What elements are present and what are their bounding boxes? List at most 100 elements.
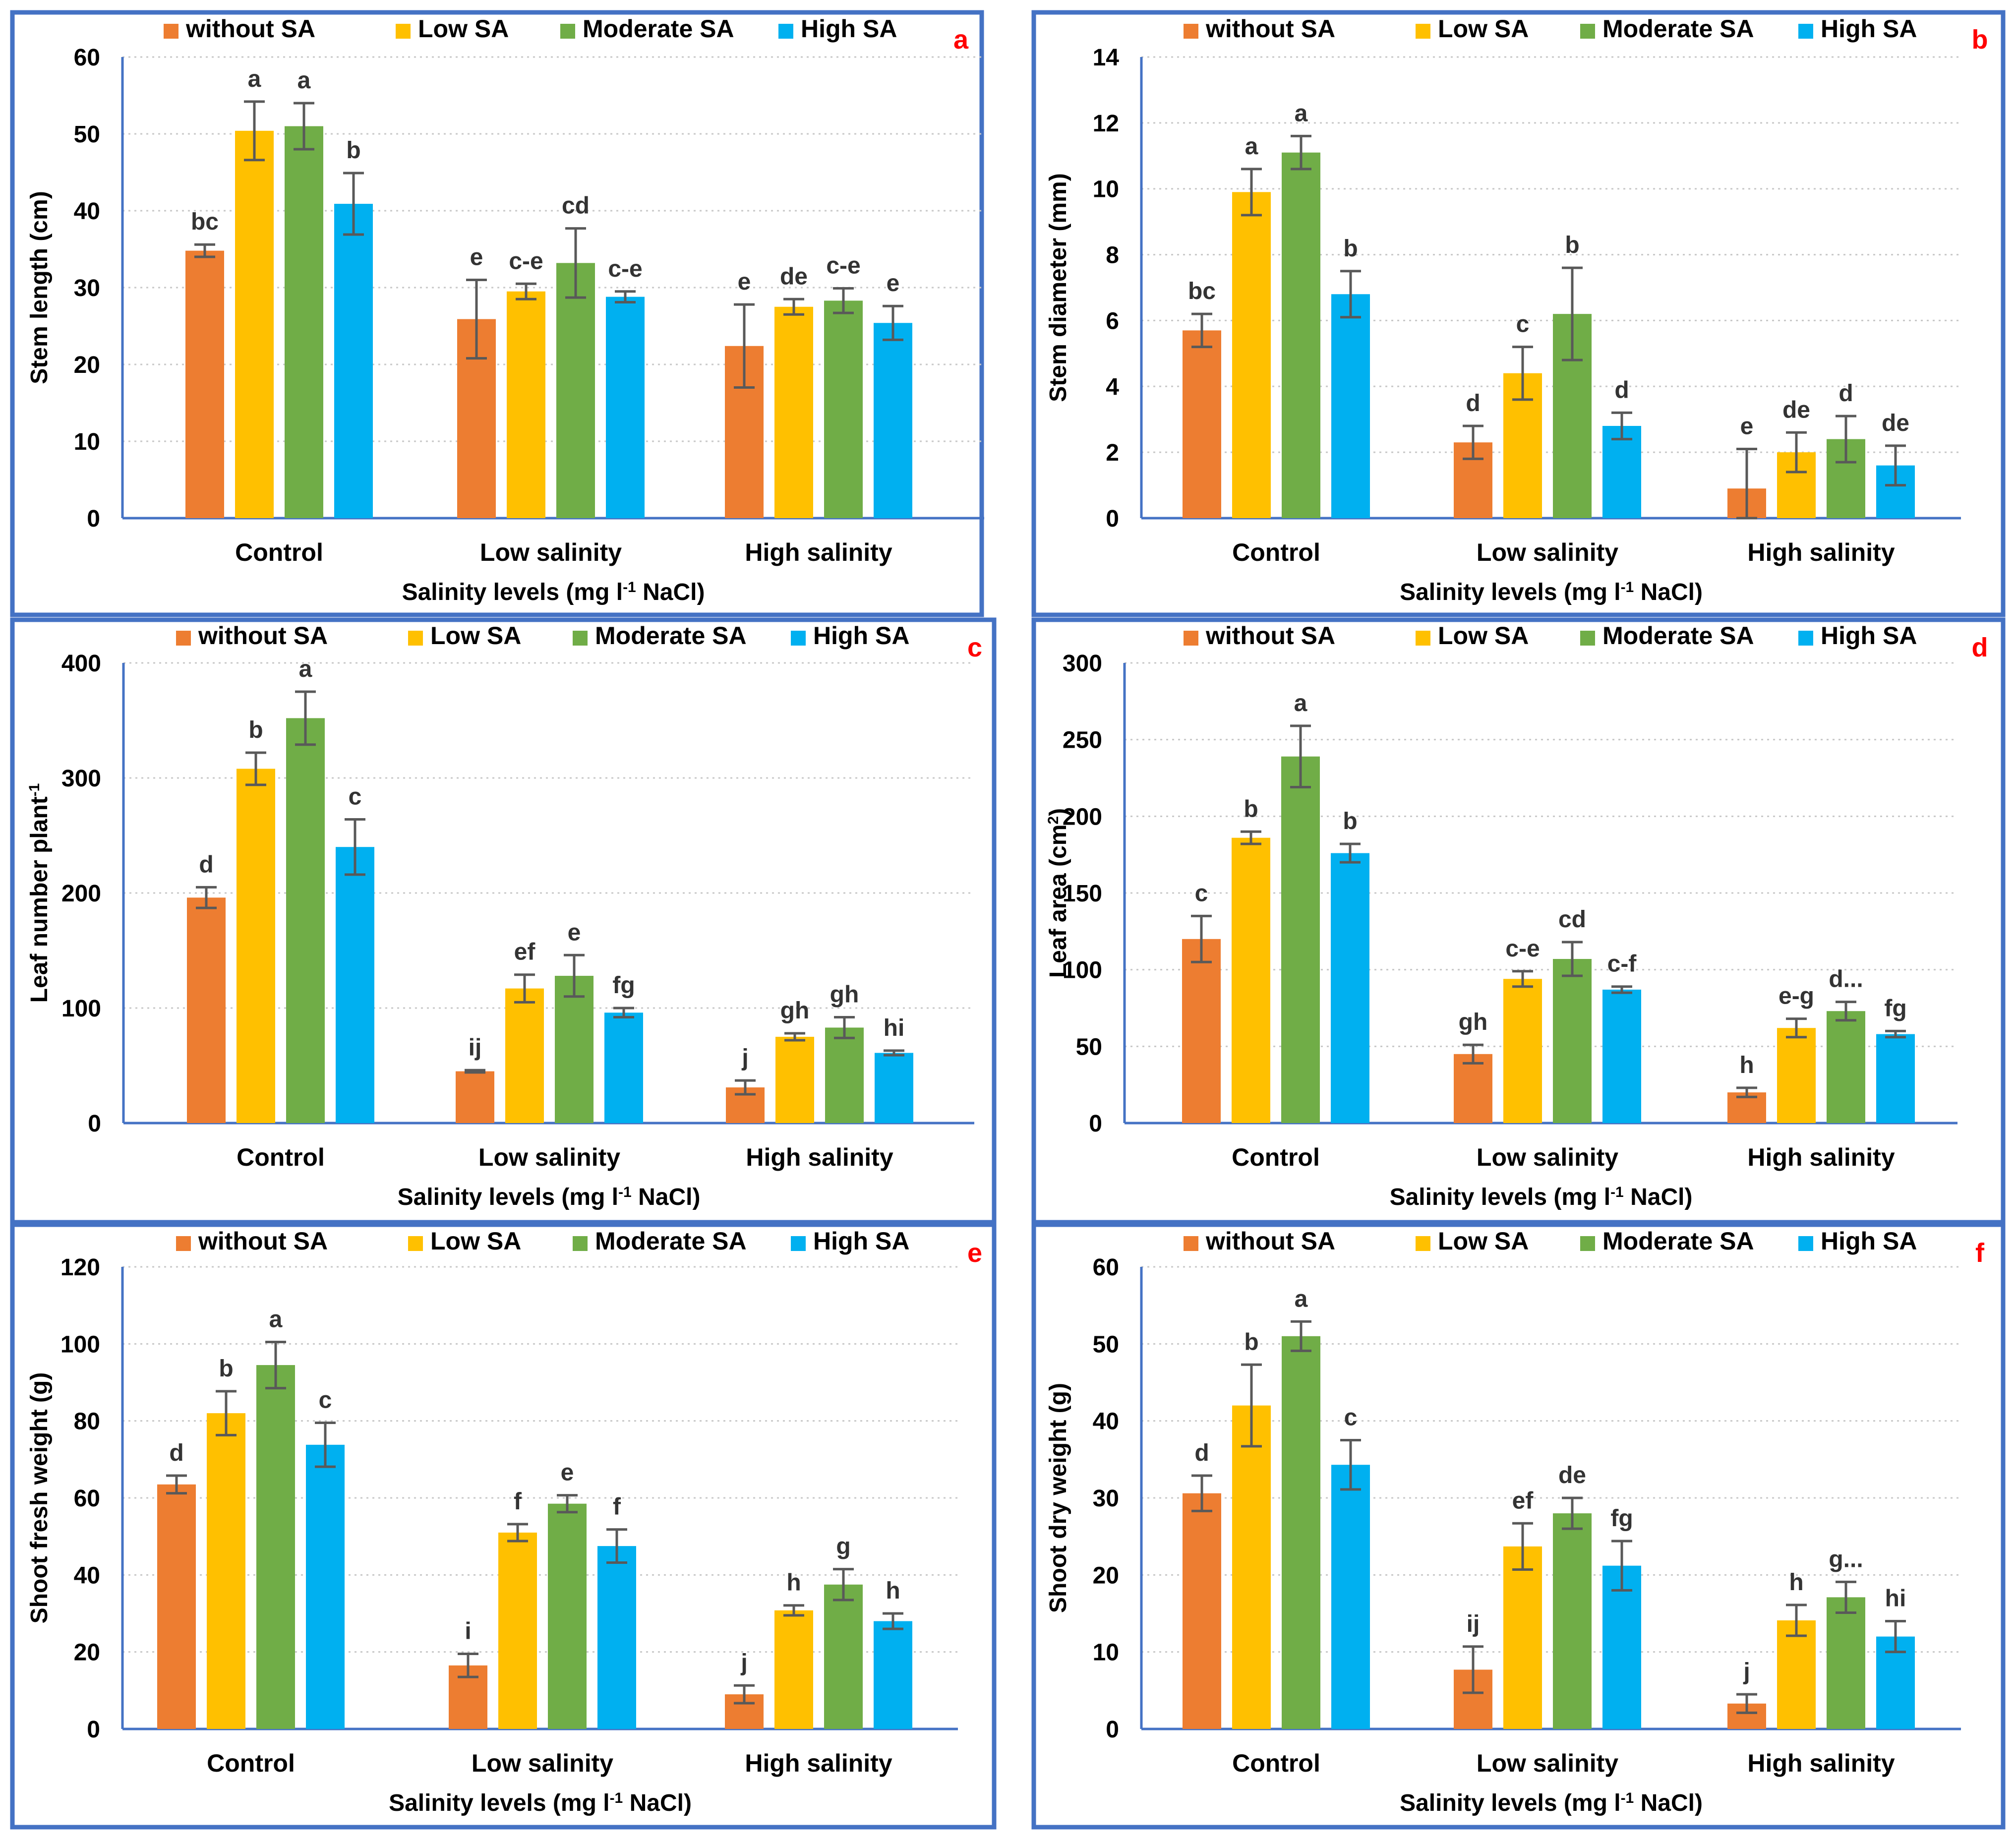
text-part: NaCl) <box>1634 579 1703 605</box>
bar-d-2-1 <box>1553 959 1592 1123</box>
y-axis-title: Stem diameter (mm) <box>1045 173 1071 402</box>
text-part: Leaf number plant <box>26 796 53 1003</box>
bar-a-1-2 <box>774 306 813 518</box>
legend-swatch <box>1580 631 1595 646</box>
panel-letter: a <box>953 25 969 55</box>
text-part: -1 <box>623 579 636 595</box>
text-part: -1 <box>610 1790 623 1806</box>
legend-label: Moderate SA <box>1602 1227 1754 1255</box>
legend-label: High SA <box>813 1227 909 1255</box>
bar-c-0-0 <box>187 897 226 1123</box>
significance-letter: f <box>514 1488 522 1515</box>
text-part: NaCl) <box>632 1184 701 1210</box>
y-tick-label: 14 <box>1093 45 1120 71</box>
legend-swatch <box>176 631 191 646</box>
significance-letter: j <box>741 1045 748 1071</box>
text-part: Salinity levels (mg l <box>1390 1184 1611 1210</box>
legend-swatch <box>560 24 575 39</box>
bar-b-3-1 <box>1602 426 1641 518</box>
significance-letter: c-e <box>826 253 860 279</box>
bar-a-1-0 <box>235 130 274 518</box>
y-tick-label: 20 <box>1093 1562 1119 1589</box>
significance-letter: de <box>780 263 808 290</box>
significance-letter: e <box>568 919 581 946</box>
significance-letter: e <box>1740 414 1754 440</box>
x-tick-label: High salinity <box>745 1749 892 1777</box>
legend-swatch <box>176 1236 191 1251</box>
y-tick-label: 30 <box>74 275 100 301</box>
x-tick-label: Low salinity <box>1477 1143 1618 1171</box>
y-axis-title: Leaf number plant-1 <box>26 783 53 1003</box>
legend: without SA Low SA Moderate SA High SA <box>1184 622 1917 650</box>
significance-letter: c <box>1516 311 1530 338</box>
significance-letter: cd <box>1558 906 1586 933</box>
significance-letter: cd <box>562 193 590 219</box>
text-part: Stem length (cm) <box>26 191 53 384</box>
bar-b-3-0 <box>1331 294 1370 518</box>
legend-label: High SA <box>1821 1227 1917 1255</box>
bar-a-2-2 <box>824 300 863 518</box>
legend-label: Moderate SA <box>583 15 734 43</box>
y-tick-label: 0 <box>87 506 100 532</box>
legend-label: without SA <box>1205 1227 1335 1255</box>
significance-letter: fg <box>1884 995 1906 1021</box>
significance-letter: b <box>219 1356 233 1382</box>
legend-label: without SA <box>198 1227 328 1255</box>
panel-letter: c <box>967 633 982 662</box>
bar-d-0-1 <box>1454 1054 1492 1123</box>
significance-letter: g <box>836 1534 850 1560</box>
text-part: -1 <box>1621 1790 1634 1806</box>
bar-d-3-1 <box>1602 989 1641 1123</box>
text-part: -1 <box>618 1184 632 1200</box>
bar-c-1-2 <box>775 1037 814 1123</box>
significance-letter: c-e <box>608 256 642 282</box>
text-part: Salinity levels (mg l <box>389 1790 610 1816</box>
y-tick-label: 60 <box>74 1486 100 1512</box>
significance-letter: d <box>169 1440 183 1466</box>
legend-label: Moderate SA <box>595 1227 747 1255</box>
significance-letter: hi <box>1885 1586 1906 1612</box>
significance-letter: e <box>470 244 483 271</box>
y-tick-label: 20 <box>74 352 100 378</box>
significance-letter: b <box>1343 236 1358 262</box>
y-tick-label: 60 <box>74 45 100 71</box>
y-tick-label: 300 <box>1063 651 1102 677</box>
legend-label: Moderate SA <box>1602 15 1754 43</box>
x-tick-label: Low salinity <box>1477 538 1618 566</box>
significance-letter: d... <box>1829 966 1863 993</box>
bar-d-3-2 <box>1876 1034 1915 1123</box>
significance-letter: j <box>1743 1659 1750 1685</box>
bar-f-3-1 <box>1602 1565 1641 1729</box>
significance-letter: b <box>1244 796 1258 822</box>
panel-border <box>1031 10 2006 617</box>
legend-label: Moderate SA <box>1602 622 1754 650</box>
y-tick-label: 4 <box>1106 374 1119 400</box>
panel-letter: e <box>967 1238 982 1268</box>
bar-c-3-0 <box>336 847 374 1123</box>
chart-panel-c: 0 100 200 300 400 d ij j b ef gh a e gh c fg hi Control Lo… <box>10 617 997 1225</box>
significance-letter: de <box>1882 410 1909 436</box>
bar-d-2-2 <box>1827 1011 1865 1123</box>
significance-letter: h <box>786 1570 801 1596</box>
legend-label: High SA <box>1821 15 1917 43</box>
significance-letter: d <box>199 851 213 878</box>
bar-b-1-0 <box>1232 192 1271 518</box>
significance-letter: c-e <box>509 248 543 274</box>
text-part: -1 <box>26 783 43 797</box>
text-part: Shoot dry weight (g) <box>1045 1383 1071 1613</box>
y-tick-label: 100 <box>61 996 101 1022</box>
x-tick-label: High salinity <box>1747 538 1895 566</box>
y-tick-label: 0 <box>88 1111 101 1137</box>
bar-d-1-2 <box>1777 1028 1816 1123</box>
bar-e-2-1 <box>548 1503 587 1729</box>
legend: without SA Low SA Moderate SA High SA <box>1184 1227 1917 1255</box>
legend-swatch <box>1184 1236 1198 1251</box>
significance-letter: b <box>346 137 360 164</box>
x-axis-title: Salinity levels (mg l-1 NaCl) <box>1400 579 1703 606</box>
x-axis-title: Salinity levels (mg l-1 NaCl) <box>389 1790 692 1817</box>
text-part: -1 <box>1610 1184 1624 1200</box>
significance-letter: fg <box>1610 1505 1633 1532</box>
x-tick-label: Control <box>1232 1143 1320 1171</box>
y-tick-label: 200 <box>61 881 101 907</box>
